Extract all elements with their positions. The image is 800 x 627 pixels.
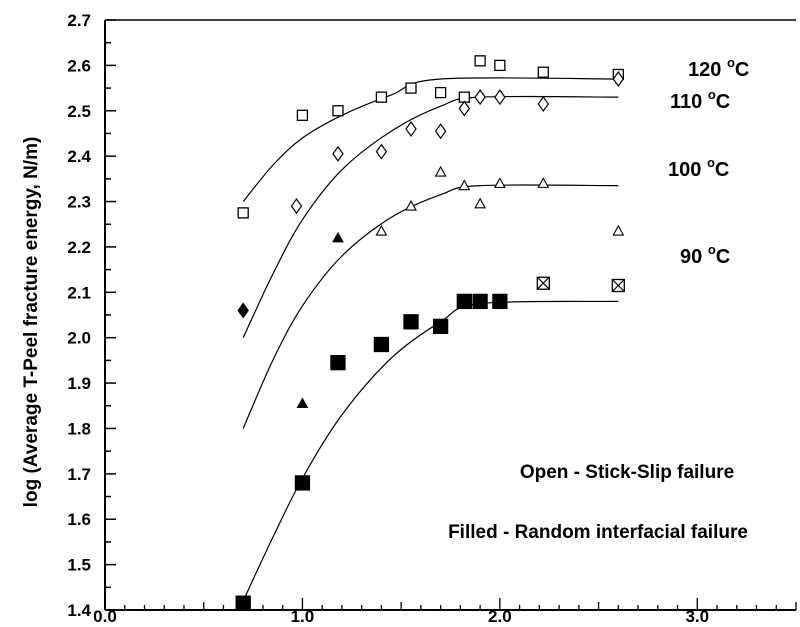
point-triangle-open [474, 197, 487, 209]
point-diamond-open [494, 89, 506, 106]
point-triangle-open [458, 179, 471, 191]
series-label-2: 100 oC [668, 155, 729, 181]
point-square-open [296, 109, 309, 121]
point-square-filled [330, 355, 346, 371]
y-tick-label: 2.3 [67, 193, 91, 212]
y-axis-label: log (Average T-Peel fracture energy, N/m… [21, 137, 42, 508]
point-square-open [237, 207, 249, 219]
point-diamond-open [375, 143, 388, 160]
point-square-open [474, 55, 486, 67]
point-triangle-open [405, 199, 417, 211]
point-triangle-filled [332, 231, 344, 243]
fit-curve-3 [242, 300, 619, 602]
y-tick-label: 2.2 [67, 238, 91, 257]
data-points [235, 55, 625, 611]
point-triangle-open [612, 224, 625, 236]
annotation-filled: Filled - Random interfacial failure [448, 522, 748, 543]
y-tick-label: 1.5 [67, 556, 91, 575]
point-square-filled [294, 475, 311, 491]
point-diamond-open [458, 100, 471, 117]
y-tick-label: 1.9 [67, 374, 91, 393]
point-diamond-open [612, 70, 625, 88]
y-tick-label: 2.1 [67, 283, 91, 302]
point-triangle-filled [296, 397, 309, 409]
point-cross-b [536, 276, 550, 290]
point-diamond-open [405, 120, 417, 137]
x-tick-label: 2.0 [488, 607, 512, 626]
annotation-open: Open - Stick-Slip failure [520, 462, 734, 483]
y-tick-label: 2.5 [67, 102, 91, 121]
point-diamond-filled [237, 302, 249, 319]
y-tick-label: 2.0 [67, 329, 91, 348]
point-diamond-open [434, 123, 447, 140]
series-labels: 120 oC 110 oC 100 oC 90 oC [668, 55, 749, 268]
point-square-filled [492, 293, 508, 310]
series-label-0: 120 oC [688, 55, 749, 81]
point-diamond-open [474, 89, 486, 106]
x-tick-label: 0.0 [93, 607, 117, 626]
y-tick-label: 2.6 [67, 56, 91, 75]
point-triangle-open [493, 177, 506, 188]
point-square-filled [373, 336, 390, 353]
y-tick-label: 1.8 [67, 419, 91, 438]
point-square-filled [472, 293, 488, 310]
y-tick-label: 1.7 [67, 465, 91, 484]
point-square-filled [432, 318, 449, 334]
point-square-open [537, 66, 549, 78]
point-triangle-open [434, 165, 447, 177]
point-square-filled [403, 314, 419, 330]
point-square-filled [456, 293, 472, 310]
y-tick-label: 2.7 [67, 11, 91, 30]
series-label-3: 90 oC [680, 242, 730, 268]
y-tick-label: 2.4 [67, 147, 91, 166]
series-label-1: 110 oC [670, 87, 730, 113]
x-tick-label: 1.0 [291, 607, 315, 626]
point-diamond-open [290, 198, 303, 215]
point-square-open [434, 86, 447, 99]
point-square-filled [235, 595, 251, 611]
x-axis-ticks: 0.0 1.0 2.0 3.0 [93, 598, 797, 626]
point-square-open [375, 91, 388, 103]
point-square-open [405, 82, 417, 94]
point-cross-b [611, 279, 625, 292]
point-square-open [332, 105, 344, 117]
fit-curve-2 [242, 184, 619, 429]
x-tick-label: 3.0 [685, 607, 709, 626]
point-diamond-open [332, 145, 344, 162]
point-triangle-open [375, 224, 388, 236]
y-tick-label: 1.6 [67, 510, 91, 529]
point-square-open [494, 59, 506, 72]
y-axis-ticks: 1.4 1.5 1.6 1.7 1.8 1.9 2.0 2.1 2.2 2.3 2.4 2.5 2.6 2… [67, 11, 116, 620]
y-tick-label: 1.4 [67, 601, 91, 620]
fit-curve-0 [242, 77, 619, 202]
point-triangle-open [537, 177, 550, 188]
point-diamond-open [537, 95, 550, 112]
